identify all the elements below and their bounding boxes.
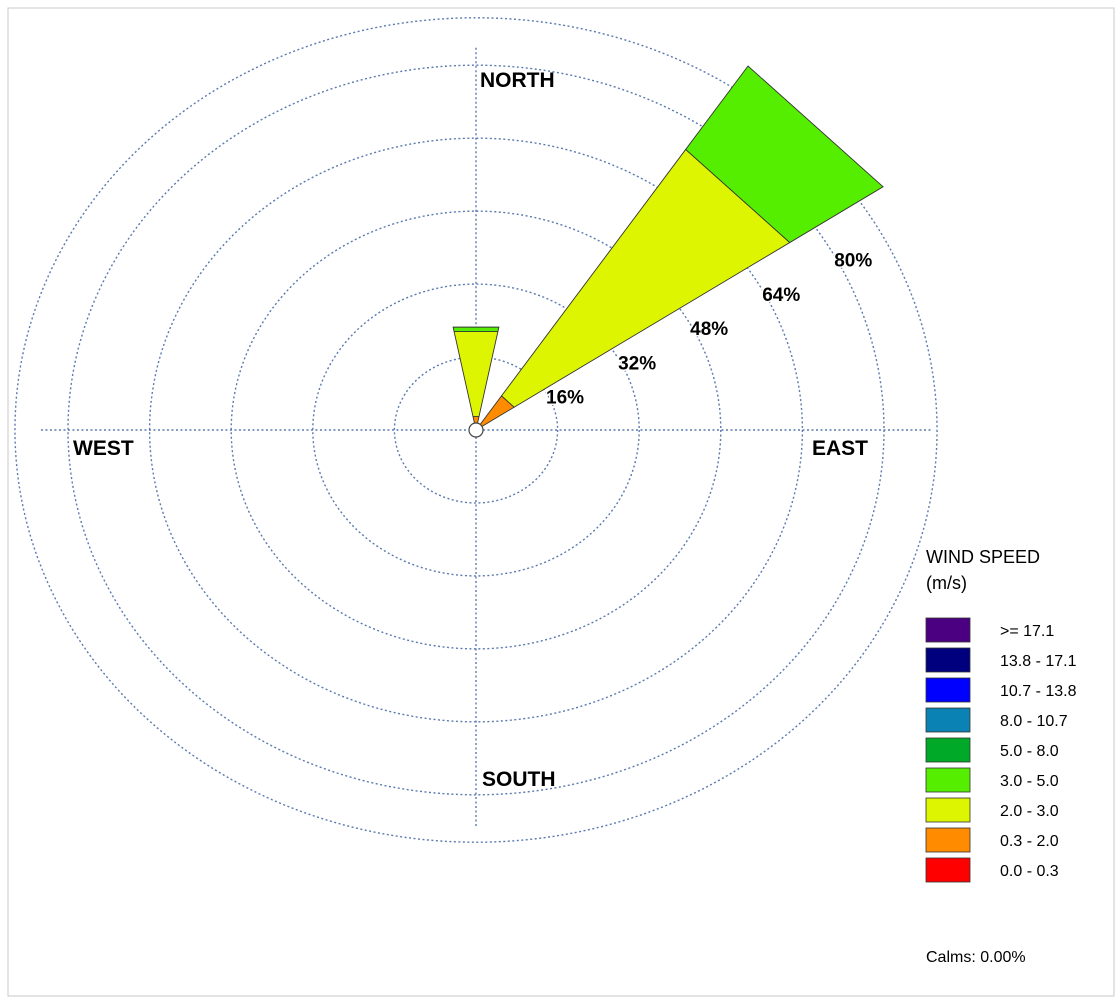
legend-title: WIND SPEED	[926, 547, 1040, 567]
legend-label: 5.0 - 8.0	[1000, 743, 1059, 760]
east-label: EAST	[812, 437, 868, 460]
ring-label-48: 48%	[690, 319, 728, 340]
legend-swatch	[925, 827, 971, 853]
legend-items: >= 17.1 13.8 - 17.1 10.7 - 13.8 8.0 - 10.7 5…	[925, 617, 1077, 883]
sector-n-bin	[452, 326, 500, 333]
sector-ne-bin	[685, 65, 884, 244]
south-label: SOUTH	[482, 768, 556, 791]
ring-16	[393, 356, 559, 504]
legend-label: 2.0 - 3.0	[1000, 803, 1059, 820]
ring-label-16: 16%	[546, 388, 584, 409]
legend-label: 10.7 - 13.8	[1000, 683, 1077, 700]
legend-label: 0.3 - 2.0	[1000, 833, 1059, 850]
west-label: WEST	[73, 437, 134, 460]
legend-label: 13.8 - 17.1	[1000, 653, 1077, 670]
legend-swatch	[925, 617, 971, 643]
calm-center-circle	[468, 422, 484, 438]
legend-swatch	[925, 857, 971, 883]
ring-label-32: 32%	[618, 353, 656, 374]
ring-64	[148, 137, 804, 723]
axis-lines	[40, 47, 932, 829]
legend-swatch	[925, 767, 971, 793]
ring-label-64: 64%	[762, 285, 800, 306]
north-label: NORTH	[480, 69, 555, 92]
ring-48	[230, 210, 722, 650]
legend: WIND SPEED (m/s) >= 17.1 13.8 - 17.1 10.7 …	[925, 547, 1077, 966]
legend-unit: (m/s)	[926, 573, 967, 593]
legend-label: 8.0 - 10.7	[1000, 713, 1068, 730]
legend-label: >= 17.1	[1000, 623, 1054, 640]
ring-32	[312, 283, 640, 577]
legend-swatch	[925, 737, 971, 763]
legend-swatch	[925, 647, 971, 673]
ring-label-group: 16% 32% 48% 64% 80%	[545, 249, 874, 410]
legend-swatch	[925, 677, 971, 703]
ring-outer	[14, 17, 938, 843]
legend-swatch	[925, 707, 971, 733]
calms-label: Calms: 0.00%	[926, 949, 1026, 966]
legend-swatch	[925, 797, 971, 823]
ring-label-80: 80%	[834, 251, 872, 272]
legend-label: 3.0 - 5.0	[1000, 773, 1059, 790]
sector-group	[452, 65, 884, 431]
legend-label: 0.0 - 0.3	[1000, 863, 1059, 880]
